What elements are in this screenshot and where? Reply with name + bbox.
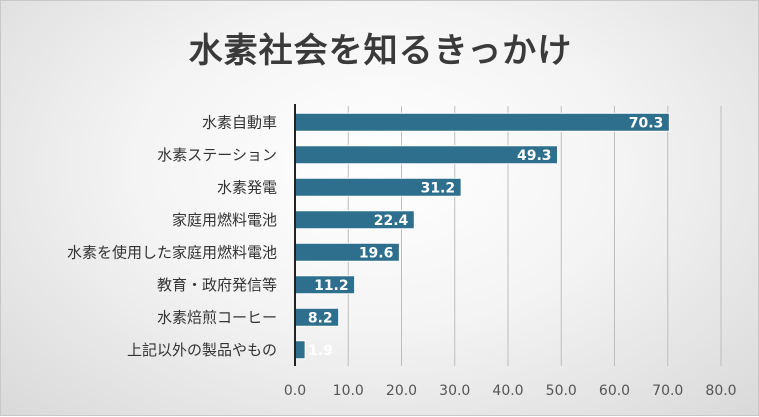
category-label: 水素ステーション [157, 146, 277, 164]
bar [294, 340, 306, 360]
data-label: 1.9 [308, 343, 333, 359]
category-label: 家庭用燃料電池 [172, 211, 277, 229]
data-label: 31.2 [421, 180, 456, 196]
data-label: 19.6 [359, 245, 394, 261]
data-label: 8.2 [308, 310, 333, 326]
data-label: 11.2 [314, 278, 349, 294]
category-label: 水素自動車 [202, 113, 277, 131]
x-tick-label: 10.0 [333, 383, 364, 399]
x-tick-label: 20.0 [386, 383, 417, 399]
chart-title: 水素社会を知るきっかけ [188, 31, 573, 71]
x-tick-label: 70.0 [652, 383, 683, 399]
x-tick-label: 80.0 [705, 383, 736, 399]
data-label: 22.4 [374, 213, 409, 229]
x-tick-label: 0.0 [284, 383, 306, 399]
x-tick-label: 60.0 [599, 383, 630, 399]
bar [294, 112, 670, 132]
category-label: 水素を使用した家庭用燃料電池 [67, 243, 277, 261]
x-tick-label: 50.0 [546, 383, 577, 399]
category-label: 水素発電 [217, 178, 277, 196]
category-label: 水素焙煎コーヒー [157, 308, 277, 326]
data-label: 70.3 [629, 115, 664, 131]
category-label: 上記以外の製品やもの [127, 341, 277, 359]
data-label: 49.3 [517, 148, 552, 164]
x-tick-label: 40.0 [492, 383, 523, 399]
category-label: 教育・政府発信等 [157, 276, 277, 294]
x-tick-label: 30.0 [439, 383, 470, 399]
